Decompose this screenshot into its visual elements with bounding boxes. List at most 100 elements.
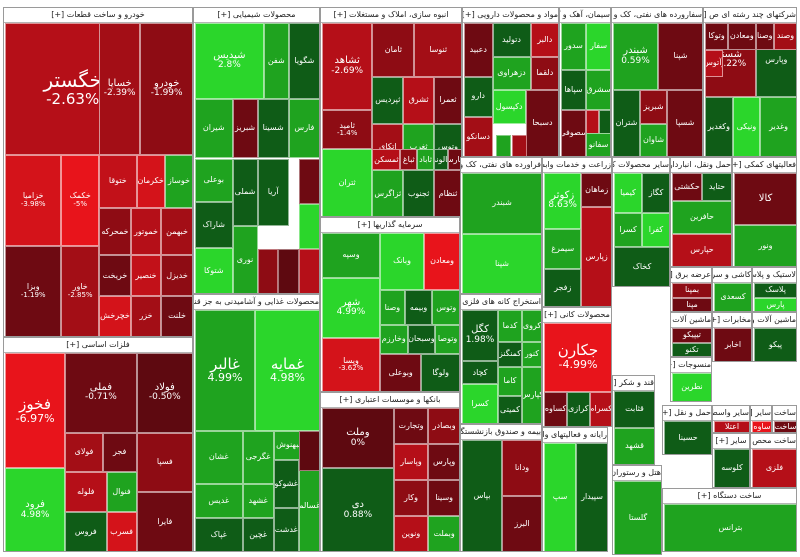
stock-tile[interactable]: دارو bbox=[464, 76, 493, 117]
stock-tile[interactable]: شبریز bbox=[640, 90, 667, 124]
stock-tile[interactable]: اخابر bbox=[714, 328, 751, 361]
stock-tile[interactable]: خموتور bbox=[130, 208, 162, 256]
stock-tile[interactable]: بوعلی bbox=[195, 158, 233, 202]
stock-tile[interactable]: غچین bbox=[242, 518, 274, 551]
stock-tile[interactable]: غدشت bbox=[273, 508, 299, 551]
stock-tile[interactable]: وپسا -3.62% bbox=[322, 337, 380, 391]
stock-tile[interactable]: شاوان bbox=[640, 123, 667, 156]
stock-tile[interactable]: ثالوند bbox=[434, 149, 448, 171]
stock-tile[interactable]: سصوفی bbox=[561, 110, 586, 156]
stock-tile[interactable]: وصنا bbox=[755, 23, 774, 50]
sector-header[interactable]: عرضه برق [+] bbox=[671, 268, 711, 283]
sector-header[interactable]: سایر واسطه [+] bbox=[713, 406, 749, 421]
stock-tile[interactable]: وکغدیر bbox=[705, 96, 733, 156]
stock-tile[interactable]: وبملت bbox=[428, 516, 459, 551]
stock-tile[interactable]: کالا bbox=[734, 173, 796, 225]
sector-header[interactable]: فعالیتهای کمکی [+] bbox=[733, 158, 796, 173]
sector-header[interactable]: منسوجات [+] bbox=[671, 358, 711, 373]
stock-tile[interactable]: خلنت bbox=[161, 296, 192, 336]
minor-stock-tile[interactable] bbox=[299, 431, 319, 472]
stock-tile[interactable]: خزامیا -3.98% bbox=[5, 154, 62, 246]
stock-tile[interactable]: ثامید -1.4% bbox=[322, 110, 373, 150]
sector-header[interactable]: قند و شکر [+] bbox=[613, 376, 654, 391]
stock-tile[interactable]: شفن bbox=[263, 23, 289, 99]
stock-tile[interactable]: شگویا bbox=[288, 23, 319, 99]
stock-tile[interactable]: کسرا bbox=[614, 212, 642, 248]
stock-tile[interactable]: ثمسکن bbox=[372, 149, 401, 171]
stock-tile[interactable]: کلوسه bbox=[714, 449, 749, 487]
stock-tile[interactable]: فرود 4.98% bbox=[5, 468, 66, 551]
stock-tile[interactable]: خودرو -1.99% bbox=[140, 23, 192, 155]
stock-tile[interactable]: دالبر bbox=[530, 23, 558, 57]
stock-tile[interactable]: فلوله bbox=[65, 472, 107, 513]
stock-tile[interactable]: وپاسار bbox=[393, 444, 429, 480]
minor-stock-tile[interactable] bbox=[511, 134, 528, 156]
stock-tile[interactable]: ثاباد bbox=[417, 149, 434, 171]
stock-tile[interactable]: شپدیس 2.8% bbox=[195, 23, 264, 99]
stock-tile[interactable]: فسرب bbox=[106, 512, 137, 551]
sector-header[interactable]: حمل و نقل [+] bbox=[663, 406, 711, 421]
sector-header[interactable]: سایر [+] bbox=[713, 434, 749, 449]
sector-header[interactable]: ساخت دستگاه [+] bbox=[663, 489, 796, 504]
stock-tile[interactable]: وبیمه bbox=[404, 290, 433, 326]
stock-tile[interactable]: ثتران bbox=[322, 149, 373, 216]
stock-tile[interactable]: ثعمرا bbox=[434, 77, 461, 124]
sector-header[interactable]: هتل و رستوران [+] bbox=[613, 466, 661, 481]
stock-tile[interactable]: ونیکی bbox=[732, 96, 761, 156]
stock-tile[interactable]: غسالم bbox=[298, 460, 319, 551]
stock-tile[interactable]: کمیتی bbox=[498, 395, 522, 423]
stock-tile[interactable]: تیپیکو bbox=[672, 328, 711, 343]
stock-tile[interactable]: فولاد -0.50% bbox=[136, 353, 192, 433]
stock-tile[interactable]: کساوه bbox=[544, 391, 568, 426]
stock-tile[interactable]: دسبحا bbox=[525, 90, 558, 156]
stock-tile[interactable]: دکپسول bbox=[492, 90, 526, 124]
stock-tile[interactable]: کگاز bbox=[642, 173, 669, 213]
stock-tile[interactable]: غدیس bbox=[195, 484, 243, 519]
stock-tile[interactable]: ومعادن bbox=[424, 233, 459, 291]
stock-tile[interactable]: کنور bbox=[522, 341, 541, 367]
sector-header[interactable]: ماشین آلات و د [+] bbox=[753, 313, 796, 328]
stock-tile[interactable]: وتوصا bbox=[435, 325, 459, 354]
stock-tile[interactable]: شسینا bbox=[257, 98, 289, 159]
stock-tile[interactable]: کسعدی bbox=[714, 283, 751, 311]
stock-tile[interactable]: شسپا bbox=[667, 90, 702, 156]
stock-tile[interactable]: خدیزل bbox=[161, 255, 192, 297]
stock-tile[interactable]: خساپا -2.39% bbox=[99, 23, 141, 155]
stock-tile[interactable]: خچرخش bbox=[99, 296, 131, 336]
sector-header[interactable]: مخابرات [+] bbox=[713, 313, 751, 328]
stock-tile[interactable]: کدما bbox=[498, 310, 522, 342]
minor-stock-tile[interactable] bbox=[299, 248, 319, 293]
stock-tile[interactable]: کاما bbox=[498, 367, 522, 396]
stock-tile[interactable]: حتاید bbox=[702, 173, 731, 202]
stock-tile[interactable]: کسرا bbox=[462, 384, 498, 423]
stock-tile[interactable]: حافرین bbox=[672, 201, 731, 235]
sector-header[interactable]: محصولات شیمیایی [+] bbox=[194, 8, 319, 23]
stock-tile[interactable]: کمنگنز bbox=[498, 341, 522, 367]
stock-tile[interactable]: پلاسک bbox=[754, 283, 796, 298]
stock-tile[interactable]: فروس bbox=[65, 512, 107, 551]
stock-tile[interactable]: شپنا bbox=[658, 23, 702, 90]
stock-tile[interactable]: زپارس bbox=[581, 206, 611, 306]
stock-tile[interactable]: خکمک -5% bbox=[61, 154, 99, 246]
stock-tile[interactable]: وغدیر bbox=[760, 96, 796, 156]
stock-tile[interactable]: دلقما bbox=[530, 56, 558, 90]
stock-tile[interactable]: شاراک bbox=[195, 201, 233, 248]
stock-tile[interactable]: خکرمان bbox=[136, 154, 165, 209]
stock-tile[interactable]: وخارزم bbox=[379, 325, 408, 354]
stock-tile[interactable]: شیران bbox=[195, 98, 233, 159]
stock-tile[interactable]: آریا bbox=[257, 158, 289, 227]
stock-tile[interactable]: زکوثر 8.63% bbox=[544, 173, 582, 230]
stock-tile[interactable]: شبندر 0.59% bbox=[613, 23, 658, 90]
sector-header[interactable]: محصولات کانی [+] bbox=[543, 308, 611, 323]
stock-tile[interactable]: حپارس bbox=[672, 234, 731, 266]
stock-tile[interactable]: ثنوسا bbox=[414, 23, 461, 78]
minor-stock-tile[interactable] bbox=[257, 248, 279, 293]
stock-tile[interactable]: اعتلا bbox=[714, 421, 749, 432]
sector-header[interactable]: مواد و محصولات دارویی [+] bbox=[463, 8, 558, 23]
stock-tile[interactable]: شتران bbox=[613, 90, 640, 156]
stock-tile[interactable]: دی 0.88% bbox=[322, 468, 394, 551]
stock-tile[interactable]: غپاک bbox=[195, 518, 243, 551]
stock-tile[interactable]: غمایه 4.98% bbox=[255, 310, 319, 431]
stock-tile[interactable]: غشوکو bbox=[273, 460, 299, 509]
